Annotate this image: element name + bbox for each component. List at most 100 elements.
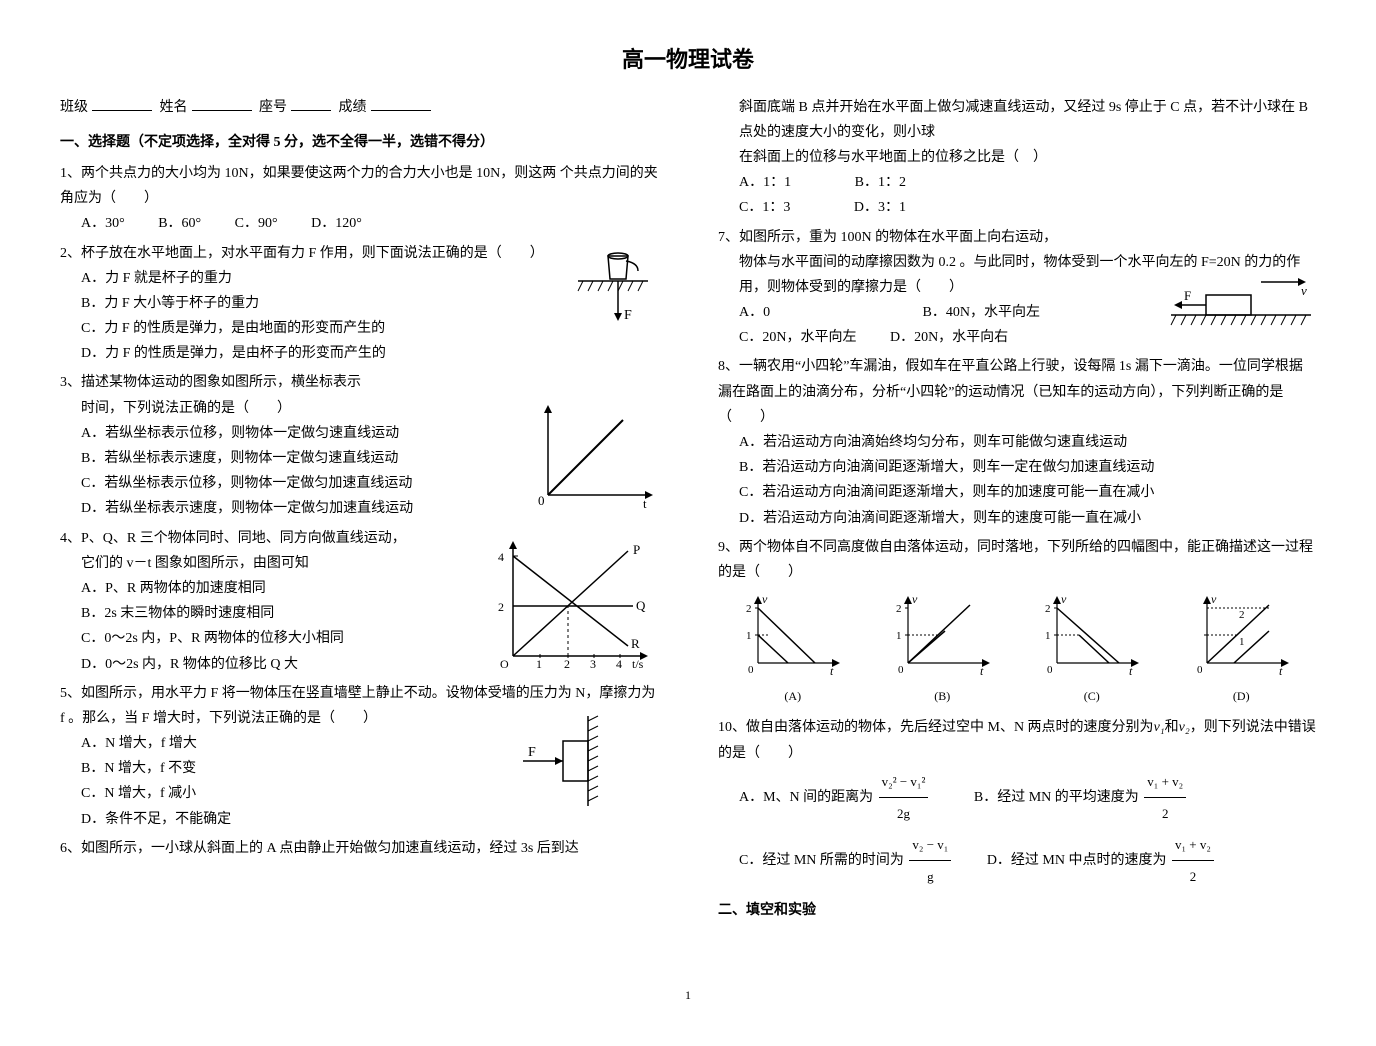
q1-D: D．120° xyxy=(311,211,362,236)
q2-C: C．力 F 的性质是弹力，是由地面的形变而产生的 xyxy=(81,316,518,341)
q8-num: 8、 xyxy=(718,359,739,374)
name-label: 姓名 xyxy=(160,100,188,115)
q2-B: B．力 F 大小等于杯子的重力 xyxy=(81,291,518,316)
q2-text: 杯子放在水平地面上，对水平面有力 F 作用，则下面说法正确的是（ ） xyxy=(81,246,544,261)
student-info: 班级 姓名 座号 成绩 xyxy=(60,95,658,120)
q10-B: B．经过 MN 的平均速度为 v₁ + v₂2 xyxy=(974,790,1188,805)
svg-text:v: v xyxy=(1301,283,1307,298)
svg-text:2: 2 xyxy=(498,600,504,614)
q6-C: C．1：3 xyxy=(739,195,790,220)
svg-text:v: v xyxy=(1211,593,1217,606)
svg-text:Q: Q xyxy=(636,598,646,613)
q9-chart-C: 2 1 0 t v (C) xyxy=(1039,593,1144,707)
svg-text:1: 1 xyxy=(1045,630,1051,642)
question-4: 4 2 O 1 2 3 4 t/s P Q R 4、P、Q、R 三个物体同时、同… xyxy=(60,526,658,677)
q10-v2: v₂ xyxy=(1179,720,1190,735)
seat-blank xyxy=(291,96,331,111)
q10-num: 10、 xyxy=(718,720,746,735)
question-10: 10、做自由落体运动的物体，先后经过空中 M、N 两点时的速度分别为v₁和v₂，… xyxy=(718,715,1316,892)
score-label: 成绩 xyxy=(339,100,367,115)
svg-text:v: v xyxy=(762,593,768,606)
question-6-lead: 6、如图所示，一小球从斜面上的 A 点由静止开始做匀加速直线运动，经过 3s 后… xyxy=(60,836,658,861)
q9-num: 9、 xyxy=(718,540,739,555)
q9-chart-B: 2 1 0 t v (B) xyxy=(890,593,995,707)
q9-text: 两个物体自不同高度做自由落体运动，同时落地，下列所给的四幅图中，能正确描述这一过… xyxy=(718,540,1313,580)
svg-text:2: 2 xyxy=(746,603,752,615)
question-8: 8、一辆农用“小四轮”车漏油，假如车在平直公路上行驶，设每隔 1s 漏下一滴油。… xyxy=(718,354,1316,530)
q9-charts: 2 1 0 t v (A) 2 1 0 xyxy=(718,593,1316,707)
svg-text:2: 2 xyxy=(564,657,570,671)
q1-B: B．60° xyxy=(158,211,201,236)
q3-text2: 时间，下列说法正确的是（ ） xyxy=(81,396,518,421)
q7-A: A．0 xyxy=(739,300,889,325)
score-blank xyxy=(371,96,431,111)
q6-ask: 在斜面上的位移与水平地面上的位移之比是（ ） xyxy=(739,145,1316,170)
class-label: 班级 xyxy=(60,100,88,115)
q7-C: C．20N，水平向左 xyxy=(739,325,856,350)
svg-text:0: 0 xyxy=(1047,664,1053,676)
exam-title: 高一物理试卷 xyxy=(60,40,1316,80)
svg-text:F: F xyxy=(624,308,632,323)
svg-text:F: F xyxy=(1184,288,1191,303)
q5-A: A．N 增大，f 增大 xyxy=(81,731,498,756)
q7-num: 7、 xyxy=(718,230,739,245)
q10-text-b: 和 xyxy=(1165,720,1179,735)
q7-figure: F v xyxy=(1166,270,1316,344)
q9-label-A: (A) xyxy=(740,686,845,708)
seat-label: 座号 xyxy=(259,100,287,115)
svg-text:0: 0 xyxy=(538,493,545,508)
q6-A: A．1：1 xyxy=(739,170,791,195)
svg-text:0: 0 xyxy=(748,664,754,676)
q10-A: A．M、N 间的距离为 v₂² − v₁²2g xyxy=(739,790,934,805)
q3-A: A．若纵坐标表示位移，则物体一定做匀速直线运动 xyxy=(81,421,518,446)
svg-text:2: 2 xyxy=(1239,609,1245,621)
q2-A: A．力 F 就是杯子的重力 xyxy=(81,266,518,291)
name-blank xyxy=(192,96,252,111)
svg-text:P: P xyxy=(633,542,640,557)
question-9: 9、两个物体自不同高度做自由落体运动，同时落地，下列所给的四幅图中，能正确描述这… xyxy=(718,535,1316,708)
q4-D: D．0～2s 内，R 物体的位移比 Q 大 xyxy=(81,652,483,677)
class-blank xyxy=(92,96,152,111)
svg-text:0: 0 xyxy=(1197,664,1203,676)
q7-D: D．20N，水平向右 xyxy=(890,325,1008,350)
svg-text:v: v xyxy=(1061,593,1067,606)
page-number: 1 xyxy=(60,985,1316,1007)
q3-num: 3、 xyxy=(60,375,81,390)
svg-text:t/s: t/s xyxy=(632,657,644,671)
q4-text1: P、Q、R 三个物体同时、同地、同方向做直线运动， xyxy=(81,531,406,546)
q6-num: 6、 xyxy=(60,841,81,856)
q8-B: B．若沿运动方向油滴间距逐渐增大，则车一定在做匀加速直线运动 xyxy=(739,455,1316,480)
q9-label-C: (C) xyxy=(1039,686,1144,708)
q3-D: D．若纵坐标表示速度，则物体一定做匀加速直线运动 xyxy=(81,496,518,521)
question-3: 0 t 3、描述某物体运动的图象如图所示，横坐标表示 时间，下列说法正确的是（ … xyxy=(60,370,658,521)
q6-lead: 如图所示，一小球从斜面上的 A 点由静止开始做匀加速直线运动，经过 3s 后到达 xyxy=(81,841,579,856)
q7-B: B．40N，水平向左 xyxy=(923,300,1040,325)
q4-B: B．2s 末三物体的瞬时速度相同 xyxy=(81,601,483,626)
q5-D: D．条件不足，不能确定 xyxy=(81,807,498,832)
q8-A: A．若沿运动方向油滴始终均匀分布，则车可能做匀速直线运动 xyxy=(739,430,1316,455)
q2-figure: F xyxy=(568,241,658,340)
q8-text: 一辆农用“小四轮”车漏油，假如车在平直公路上行驶，设每隔 1s 漏下一滴油。一位… xyxy=(718,359,1303,424)
q9-label-B: (B) xyxy=(890,686,995,708)
section-a-header: 一、选择题（不定项选择，全对得 5 分，选不全得一半，选错不得分） xyxy=(60,130,658,155)
svg-text:O: O xyxy=(500,657,509,671)
question-7: F v 7、如图所示，重为 100N 的物体在水平面上向右运动， 物体与水平面间… xyxy=(718,225,1316,351)
q3-B: B．若纵坐标表示速度，则物体一定做匀速直线运动 xyxy=(81,446,518,471)
q2-num: 2、 xyxy=(60,246,81,261)
q1-num: 1、 xyxy=(60,166,81,181)
svg-text:R: R xyxy=(631,636,640,651)
svg-text:t: t xyxy=(643,496,647,510)
q1-A: A．30° xyxy=(81,211,125,236)
svg-text:4: 4 xyxy=(498,550,504,564)
question-6-cont: 斜面底端 B 点并开始在水平面上做匀减速直线运动，又经过 9s 停止于 C 点，… xyxy=(718,95,1316,221)
q6-B: B．1：2 xyxy=(855,170,906,195)
q9-chart-A: 2 1 0 t v (A) xyxy=(740,593,845,707)
q4-figure: 4 2 O 1 2 3 4 t/s P Q R xyxy=(488,536,658,685)
q4-num: 4、 xyxy=(60,531,81,546)
q4-A: A．P、R 两物体的加速度相同 xyxy=(81,576,483,601)
q3-figure: 0 t xyxy=(528,400,658,519)
svg-text:0: 0 xyxy=(898,664,904,676)
svg-text:F: F xyxy=(528,745,536,760)
q5-C: C．N 增大，f 减小 xyxy=(81,781,498,806)
svg-text:1: 1 xyxy=(896,630,902,642)
